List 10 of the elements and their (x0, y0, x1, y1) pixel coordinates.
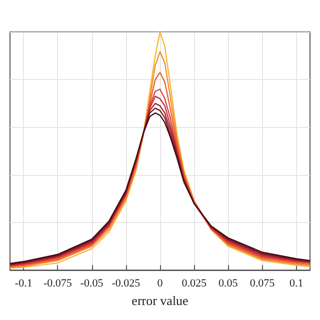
x-tick-label: 0.025 (182, 278, 207, 290)
x-tick-label: 0.05 (218, 278, 238, 290)
x-axis-title: error value (132, 293, 189, 308)
x-tick-label: -0.1 (14, 278, 32, 290)
x-tick-label: 0.1 (289, 278, 304, 290)
x-tick-label: -0.075 (44, 278, 72, 290)
x-tick-label: 0 (157, 278, 164, 290)
x-tick-label: -0.05 (80, 278, 104, 290)
x-tick-label: -0.025 (112, 278, 141, 290)
x-tick-label: 0.075 (250, 278, 276, 290)
